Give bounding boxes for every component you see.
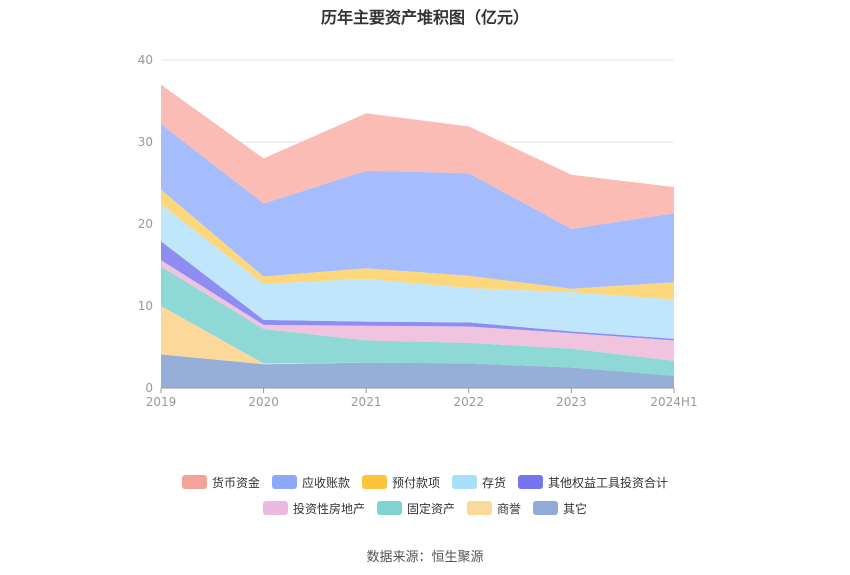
- y-tick-label: 10: [138, 299, 153, 313]
- area-series-2: [161, 266, 674, 376]
- legend-swatch: [262, 501, 288, 515]
- legend-swatch: [361, 475, 387, 489]
- legend-label: 固定资产: [406, 501, 455, 516]
- source-note: 数据来源：恒生聚源: [366, 550, 484, 565]
- legend-label: 投资性房地产: [292, 501, 365, 516]
- legend-item[interactable]: 投资性房地产: [262, 500, 365, 517]
- chart-title: 历年主要资产堆积图（亿元）: [320, 8, 529, 27]
- legend-label: 货币资金: [211, 475, 260, 490]
- area-series-8: [161, 84, 674, 229]
- legend-label: 存货: [482, 475, 507, 490]
- legend-item[interactable]: 应收账款: [271, 474, 350, 491]
- x-tick-label: 2019: [146, 395, 177, 409]
- legend-item[interactable]: 存货: [452, 474, 506, 491]
- area-series: [161, 84, 674, 388]
- x-tick-label: 2022: [454, 395, 485, 409]
- area-series-0: [161, 354, 674, 388]
- y-tick-label: 20: [138, 217, 153, 231]
- legend-swatch: [271, 475, 297, 489]
- legend-row: 货币资金 应收账款 预付款项 存货 其他权益工具投资合计: [0, 471, 850, 493]
- legend-item[interactable]: 货币资金: [181, 474, 260, 491]
- legend-item[interactable]: 固定资产: [376, 500, 455, 517]
- x-tick-label: 2024H1: [650, 395, 697, 409]
- axes: 0 10 20 30 40 2019 2020 2021 2022 2023 2024H1: [138, 53, 698, 409]
- x-tick-label: 2023: [556, 395, 587, 409]
- legend-swatch: [467, 501, 492, 515]
- legend-swatch: [452, 475, 477, 489]
- legend-swatch: [376, 501, 402, 515]
- legend-swatch: [518, 475, 544, 489]
- area-series-5: [161, 204, 674, 339]
- legend-label: 应收账款: [301, 475, 350, 490]
- area-series-3: [161, 260, 674, 361]
- legend-row: 投资性房地产 固定资产 商誉 其它: [0, 497, 850, 519]
- legend-item[interactable]: 其他权益工具投资合计: [518, 474, 668, 491]
- legend-swatch: [533, 501, 559, 515]
- y-tick-label: 0: [145, 381, 153, 395]
- legend-item[interactable]: 预付款项: [361, 474, 440, 491]
- legend-item[interactable]: 商誉: [467, 500, 521, 517]
- legend-label: 其他权益工具投资合计: [548, 475, 669, 490]
- x-tick-label: 2021: [351, 395, 382, 409]
- legend-swatch: [181, 475, 207, 489]
- legend: 货币资金 应收账款 预付款项 存货 其他权益工具投资合计 投资性房地产 固定资产 商誉 其它: [0, 471, 850, 519]
- legend-label: 预付款项: [391, 475, 440, 490]
- y-tick-label: 30: [138, 135, 153, 149]
- area-series-6: [161, 189, 674, 300]
- area-series-7: [161, 124, 674, 289]
- x-tick-label: 2020: [248, 395, 279, 409]
- legend-item[interactable]: 其它: [533, 500, 587, 517]
- legend-label: 其它: [563, 501, 588, 516]
- y-tick-label: 40: [138, 53, 153, 67]
- legend-label: 商誉: [497, 501, 522, 516]
